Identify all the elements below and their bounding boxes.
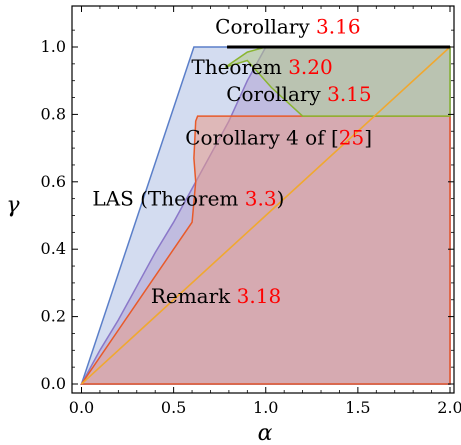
annotation-ref: 25 [339, 126, 364, 150]
chart-lines [80, 45, 451, 385]
x-tick-label: 0.5 [161, 398, 186, 417]
annotation-remark: Remark 3.18 [151, 284, 281, 308]
y-tick-label: 0.8 [41, 104, 66, 123]
y-tick-label: 1.0 [41, 37, 66, 56]
x-tick-label: 2.0 [437, 398, 461, 417]
chart-axes [71, 5, 455, 394]
x-tick-label: 1.5 [345, 398, 370, 417]
x-axis-label: α [258, 421, 273, 445]
annotation-text: Theorem [191, 55, 288, 79]
y-axis-label: γ [6, 193, 20, 218]
annotation-ref: 3.18 [237, 284, 282, 308]
y-tick-label: 0.2 [41, 307, 66, 326]
annotation-corollary_4: Corollary 4 of [25] [185, 126, 372, 150]
orange-boundary-line [80, 46, 451, 385]
annotation-suffix: ) [277, 186, 285, 210]
y-tick-label: 0.4 [41, 239, 66, 258]
annotation-corollary_315: Corollary 3.15 [226, 82, 371, 106]
region-red [80, 115, 451, 385]
annotation-text: Corollary 4 of [ [185, 126, 339, 150]
chart-annotations: Corollary 3.16 Theorem 3.20 Corollary 3.15… [92, 15, 372, 309]
y-tick-label: 0.6 [41, 172, 66, 191]
annotation-corollary_316: Corollary 3.16 [215, 15, 360, 39]
annotation-ref: 3.15 [327, 82, 372, 106]
y-tick-label: 0.0 [41, 374, 66, 393]
annotation-ref: 3.16 [316, 15, 361, 39]
annotation-ref: 3.3 [245, 186, 277, 210]
annotation-suffix: ] [364, 126, 372, 150]
annotation-text: Remark [151, 284, 237, 308]
annotation-ref: 3.20 [288, 55, 333, 79]
plot-frame [71, 5, 455, 394]
chart-ticks: 0.0 0.5 1.0 1.5 2.0 0.0 0.2 0.4 0.6 0.8 1.0 [41, 6, 461, 417]
annotation-text: Corollary [226, 82, 327, 106]
annotation-las: LAS (Theorem 3.3) [92, 186, 284, 210]
annotation-text: LAS (Theorem [92, 186, 244, 210]
x-tick-label: 1.0 [253, 398, 278, 417]
annotation-theorem_320: Theorem 3.20 [191, 55, 332, 79]
x-tick-label: 0.0 [69, 398, 94, 417]
annotation-text: Corollary [215, 15, 316, 39]
